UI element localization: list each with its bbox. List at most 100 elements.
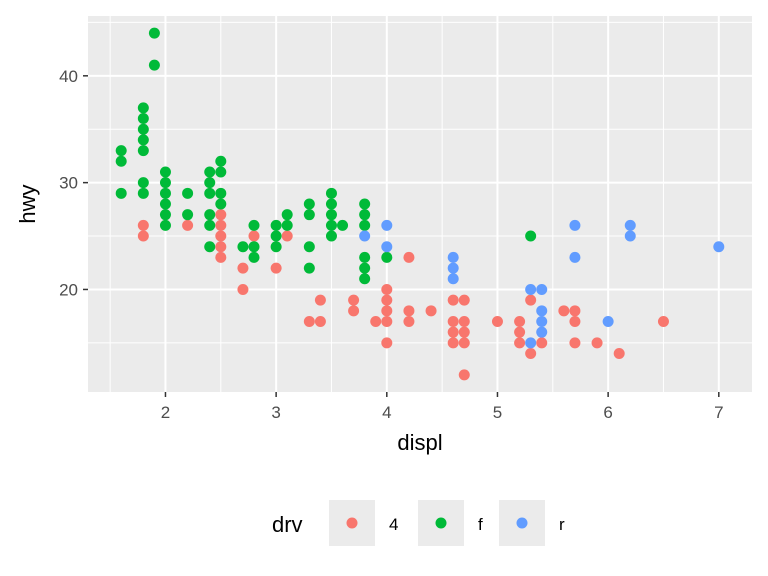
legend-title: drv bbox=[272, 512, 303, 537]
y-tick-label: 20 bbox=[59, 280, 78, 299]
y-axis: 20 30 40 bbox=[59, 67, 88, 299]
point-drv-4 bbox=[403, 305, 415, 317]
point-drv-f bbox=[281, 209, 293, 221]
point-drv-4 bbox=[381, 316, 393, 327]
plot-panel bbox=[88, 16, 752, 392]
point-drv-r bbox=[525, 283, 537, 295]
point-drv-4 bbox=[215, 230, 227, 242]
legend-swatch-r bbox=[516, 517, 528, 529]
x-axis-title: displ bbox=[397, 430, 442, 455]
point-drv-f bbox=[359, 262, 371, 274]
point-drv-r bbox=[624, 219, 636, 231]
point-drv-4 bbox=[281, 230, 293, 242]
point-drv-f bbox=[115, 145, 127, 157]
major-gridlines bbox=[88, 16, 752, 392]
point-drv-r bbox=[447, 251, 459, 263]
point-drv-4 bbox=[182, 219, 194, 231]
data-points bbox=[115, 27, 725, 381]
point-drv-4 bbox=[458, 369, 470, 381]
point-drv-f bbox=[337, 219, 349, 231]
point-drv-f bbox=[281, 219, 293, 231]
legend: drv 4 f r bbox=[272, 500, 565, 546]
point-drv-f bbox=[215, 187, 227, 199]
point-drv-4 bbox=[525, 348, 537, 360]
point-drv-f bbox=[204, 187, 216, 199]
point-drv-4 bbox=[215, 251, 227, 263]
point-drv-f bbox=[137, 123, 149, 135]
point-drv-r bbox=[624, 230, 636, 242]
point-drv-f bbox=[137, 145, 149, 157]
point-drv-f bbox=[248, 241, 260, 253]
point-drv-f bbox=[137, 102, 149, 114]
point-drv-4 bbox=[348, 294, 360, 306]
point-drv-4 bbox=[370, 316, 382, 327]
point-drv-4 bbox=[403, 316, 415, 327]
x-tick-label: 6 bbox=[603, 403, 612, 422]
point-drv-4 bbox=[569, 305, 581, 317]
point-drv-f bbox=[137, 177, 149, 189]
point-drv-4 bbox=[447, 326, 459, 338]
point-drv-f bbox=[159, 209, 171, 221]
point-drv-f bbox=[204, 177, 216, 189]
point-drv-4 bbox=[381, 305, 393, 317]
legend-label-r: r bbox=[559, 515, 565, 534]
point-drv-r bbox=[381, 241, 393, 253]
point-drv-f bbox=[159, 187, 171, 199]
point-drv-4 bbox=[514, 337, 526, 349]
point-drv-r bbox=[447, 262, 459, 274]
point-drv-f bbox=[248, 219, 260, 231]
point-drv-f bbox=[359, 209, 371, 221]
point-drv-4 bbox=[458, 294, 470, 306]
point-drv-f bbox=[359, 198, 371, 210]
point-drv-4 bbox=[381, 294, 393, 306]
point-drv-r bbox=[536, 326, 548, 338]
point-drv-f bbox=[237, 241, 249, 253]
point-drv-f bbox=[303, 209, 315, 221]
point-drv-f bbox=[303, 198, 315, 210]
point-drv-f bbox=[359, 251, 371, 263]
point-drv-f bbox=[115, 155, 127, 167]
point-drv-r bbox=[536, 316, 548, 327]
point-drv-r bbox=[447, 273, 459, 285]
point-drv-4 bbox=[381, 337, 393, 349]
point-drv-4 bbox=[447, 316, 459, 327]
point-drv-4 bbox=[657, 316, 669, 327]
x-axis: 2 3 4 5 6 7 bbox=[161, 392, 724, 422]
y-tick-label: 40 bbox=[59, 67, 78, 86]
point-drv-4 bbox=[348, 305, 360, 317]
point-drv-f bbox=[303, 262, 315, 274]
point-drv-4 bbox=[303, 316, 315, 327]
point-drv-4 bbox=[447, 294, 459, 306]
point-drv-4 bbox=[137, 219, 149, 231]
point-drv-r bbox=[359, 230, 371, 242]
point-drv-4 bbox=[237, 262, 249, 274]
point-drv-4 bbox=[447, 337, 459, 349]
legend-label-f: f bbox=[478, 515, 483, 534]
point-drv-4 bbox=[514, 326, 526, 338]
point-drv-4 bbox=[425, 305, 437, 317]
point-drv-f bbox=[137, 113, 149, 125]
point-drv-4 bbox=[314, 316, 326, 327]
point-drv-f bbox=[137, 134, 149, 146]
point-drv-4 bbox=[458, 316, 470, 327]
point-drv-f bbox=[215, 166, 227, 178]
legend-label-4: 4 bbox=[389, 515, 398, 534]
point-drv-r bbox=[536, 305, 548, 317]
legend-swatch-f bbox=[435, 517, 447, 529]
point-drv-f bbox=[325, 198, 337, 210]
point-drv-f bbox=[270, 230, 282, 242]
point-drv-4 bbox=[569, 316, 581, 327]
point-drv-4 bbox=[591, 337, 603, 349]
point-drv-r bbox=[381, 219, 393, 231]
minor-gridlines bbox=[88, 16, 752, 392]
point-drv-f bbox=[182, 187, 194, 199]
point-drv-4 bbox=[237, 283, 249, 295]
point-drv-f bbox=[359, 219, 371, 231]
point-drv-f bbox=[204, 209, 216, 221]
point-drv-4 bbox=[458, 337, 470, 349]
y-axis-title: hwy bbox=[15, 184, 40, 223]
point-drv-f bbox=[248, 251, 260, 263]
point-drv-4 bbox=[215, 209, 227, 221]
point-drv-f bbox=[148, 59, 160, 71]
